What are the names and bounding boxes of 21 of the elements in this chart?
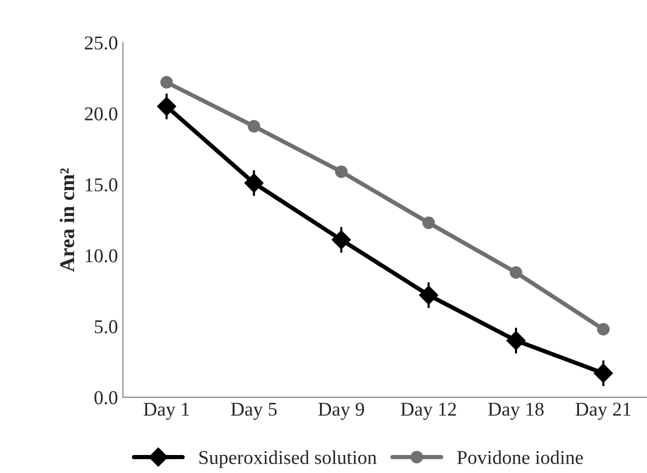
point: [510, 266, 522, 279]
point: [160, 76, 173, 89]
x-tick-label: Day 5: [231, 402, 277, 420]
point: [248, 120, 260, 133]
y-tick-label: 10.0: [86, 249, 118, 262]
point: [422, 216, 435, 230]
x-tick-label: Day 9: [318, 402, 364, 420]
y-tick-label: 5.0: [94, 320, 118, 334]
x-tick-label: Day 12: [400, 402, 456, 420]
legend-label: Superoxidised solution: [199, 450, 377, 468]
x-tick-label: Day 21: [576, 402, 631, 420]
legend-label: Povidone iodine: [457, 450, 583, 464]
y-tick-label: 0.0: [94, 391, 118, 404]
y-axis-title: Area in cm²: [60, 168, 74, 272]
x-tick-label: Day 18: [488, 402, 544, 420]
y-tick-label: 25.0: [84, 36, 118, 50]
point: [597, 322, 610, 336]
point: [335, 165, 348, 178]
y-tick-label: 20.0: [84, 107, 118, 121]
y-tick-label: 15.0: [86, 178, 118, 192]
x-tick-label: Day 1: [144, 402, 189, 420]
